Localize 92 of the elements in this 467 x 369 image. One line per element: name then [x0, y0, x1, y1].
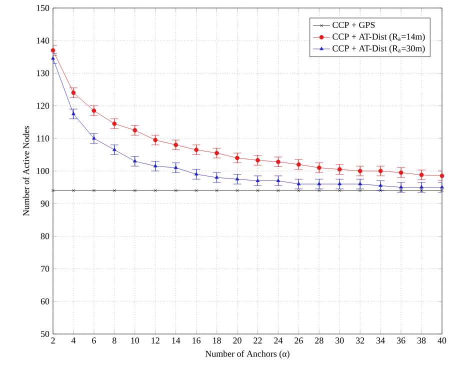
- point: [317, 182, 322, 186]
- point: [378, 168, 383, 174]
- point: [214, 175, 219, 179]
- point: [358, 168, 362, 174]
- point: [256, 178, 260, 182]
- x-tick-label: 8: [112, 338, 116, 344]
- x-tick-label: 24: [274, 338, 283, 344]
- x-tick-label: 2: [51, 338, 55, 344]
- x-tick-label: 10: [131, 338, 140, 344]
- point: [72, 112, 76, 116]
- legend-label: CCP + AT-Dist (R$_{a}$=30m): [332, 45, 425, 54]
- x-tick-label: 26: [294, 338, 303, 344]
- y-tick-label: 130: [36, 70, 50, 76]
- x-tick-label: 16: [192, 338, 201, 344]
- x-tick-label: 38: [417, 338, 426, 344]
- point: [420, 185, 424, 188]
- point: [358, 182, 362, 186]
- point: [318, 188, 321, 192]
- x-tick-label: 34: [376, 338, 385, 344]
- point: [338, 188, 342, 192]
- point: [276, 160, 280, 164]
- x-tick-label: 22: [254, 338, 262, 344]
- point: [174, 188, 178, 192]
- legend-label: CCP + GPS: [332, 22, 375, 28]
- x-tick-label: 4: [71, 338, 76, 344]
- point: [194, 148, 199, 152]
- point: [112, 122, 117, 126]
- point: [153, 138, 158, 142]
- point: [235, 156, 240, 160]
- point: [214, 150, 219, 156]
- y-tick-label: 90: [40, 200, 50, 207]
- point: [112, 188, 116, 192]
- point: [440, 185, 444, 188]
- point: [296, 162, 301, 167]
- point: [276, 188, 280, 192]
- point: [132, 128, 138, 132]
- y-tick-label: 100: [36, 168, 50, 174]
- point: [399, 185, 403, 188]
- x-axis-title: Number of Anchors (α): [205, 350, 290, 359]
- x-tick-label: 20: [233, 338, 242, 344]
- point: [419, 172, 424, 178]
- point: [296, 182, 301, 186]
- point: [153, 164, 158, 168]
- point: [133, 188, 137, 192]
- x-tick-label: 18: [213, 338, 221, 344]
- point: [297, 188, 300, 192]
- point: [174, 142, 178, 148]
- y-tick-label: 110: [37, 135, 50, 142]
- y-tick-label: 70: [41, 266, 50, 272]
- point: [276, 178, 280, 182]
- point: [337, 167, 342, 172]
- x-tick-label: 40: [438, 338, 446, 344]
- x-tick-label: 32: [356, 338, 364, 344]
- y-tick-label: 120: [36, 102, 50, 109]
- point: [215, 188, 218, 192]
- legend-label: CCP + AT-Dist (R$_{a}$=14m): [332, 33, 425, 42]
- point: [154, 188, 157, 192]
- point: [92, 188, 96, 192]
- point: [92, 136, 96, 140]
- y-axis-title: Number of Active Nodes: [22, 126, 30, 216]
- point: [92, 108, 96, 113]
- point: [256, 158, 260, 162]
- point: [378, 183, 383, 187]
- y-tick-label: 50: [41, 330, 50, 338]
- point: [194, 188, 198, 192]
- point: [235, 176, 240, 180]
- point: [338, 182, 342, 186]
- x-tick-label: 36: [396, 338, 406, 344]
- point: [174, 166, 178, 169]
- point: [358, 188, 362, 192]
- point: [236, 188, 239, 192]
- x-tick-label: 12: [152, 338, 160, 344]
- y-tick-label: 80: [40, 233, 50, 240]
- x-tick-label: 28: [315, 338, 324, 344]
- x-tick-label: 6: [92, 338, 96, 344]
- x-tick-label: 30: [336, 338, 344, 344]
- point: [378, 188, 382, 192]
- point: [51, 56, 55, 60]
- point: [132, 159, 137, 162]
- point: [50, 48, 56, 53]
- point: [316, 166, 322, 170]
- x-tick-label: 14: [172, 338, 180, 344]
- point: [71, 90, 76, 95]
- point: [194, 172, 198, 176]
- y-tick-label: 150: [36, 4, 50, 12]
- point: [398, 170, 404, 175]
- point: [440, 174, 444, 178]
- point: [72, 188, 76, 192]
- y-tick-label: 60: [40, 298, 50, 304]
- y-tick-label: 140: [36, 38, 50, 44]
- point: [256, 188, 260, 192]
- point: [112, 148, 116, 152]
